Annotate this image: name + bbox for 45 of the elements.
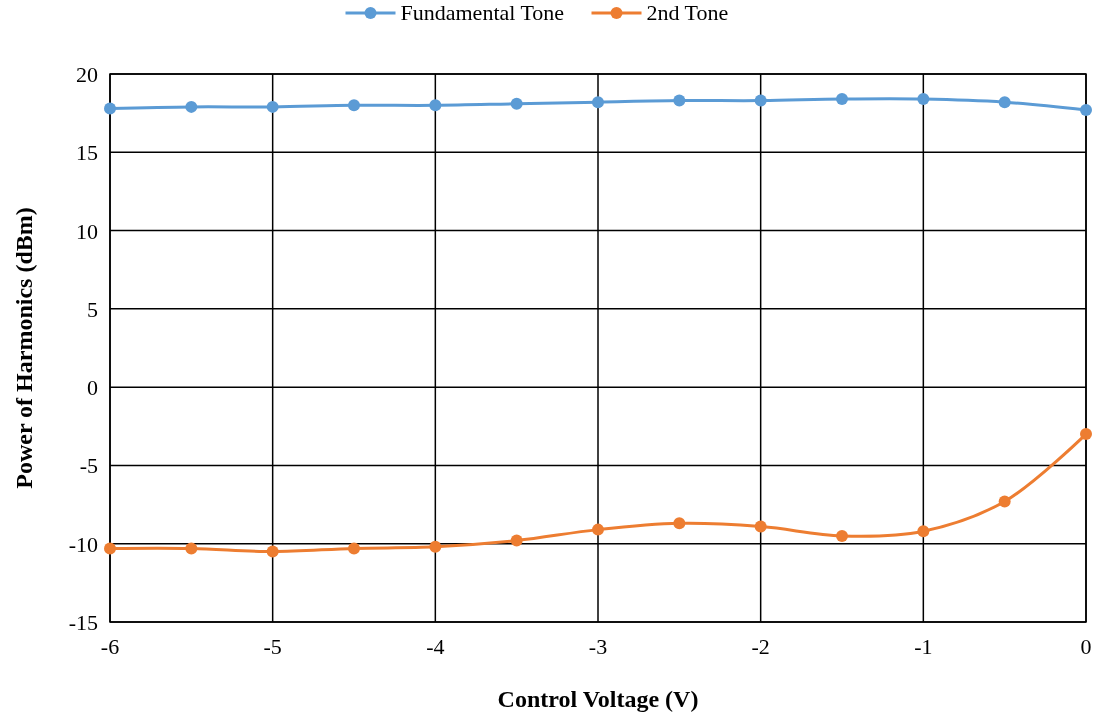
x-tick-label: -3	[588, 634, 608, 659]
point	[185, 100, 198, 113]
point	[429, 540, 442, 553]
point	[266, 100, 279, 113]
y-tick-label: -15	[68, 610, 98, 635]
x-tick-label: -1	[914, 634, 933, 659]
point	[266, 545, 279, 558]
point	[348, 542, 360, 555]
y-tick-label: 20	[76, 62, 98, 87]
y-tick-label: 0	[87, 375, 98, 401]
point	[510, 97, 523, 110]
y-tick-label: 15	[76, 140, 98, 166]
x-tick-label: 0	[1080, 634, 1092, 659]
point	[1080, 104, 1092, 117]
point	[836, 529, 848, 542]
x-tick-label: -5	[263, 634, 282, 659]
x-tick-label: -6	[100, 634, 120, 659]
point	[917, 525, 930, 538]
y-tick-label: -5	[79, 453, 98, 479]
y-tick-label: -10	[68, 531, 98, 557]
point	[754, 94, 767, 107]
point	[673, 517, 686, 530]
point	[673, 94, 686, 107]
point	[592, 523, 604, 536]
x-tick-label: -4	[426, 634, 445, 659]
legend-label: 2nd Tone	[646, 0, 729, 25]
point	[998, 96, 1011, 109]
y-axis-title: Power of Harmonics (dBm)	[11, 207, 37, 489]
x-tick-label: -2	[751, 634, 770, 659]
point	[348, 99, 360, 112]
point	[998, 495, 1011, 508]
point	[592, 96, 604, 109]
point	[754, 520, 767, 533]
point	[185, 542, 198, 555]
point	[104, 102, 116, 115]
x-axis-title: Control Voltage (V)	[497, 686, 699, 712]
point	[510, 534, 523, 547]
point	[917, 93, 930, 106]
point	[1080, 428, 1092, 441]
point	[836, 93, 848, 106]
point	[104, 542, 116, 555]
point	[429, 99, 442, 112]
y-tick-label: 5	[87, 296, 98, 322]
y-tick-label: 10	[76, 218, 98, 244]
legend-label: Fundamental Tone	[400, 0, 565, 25]
